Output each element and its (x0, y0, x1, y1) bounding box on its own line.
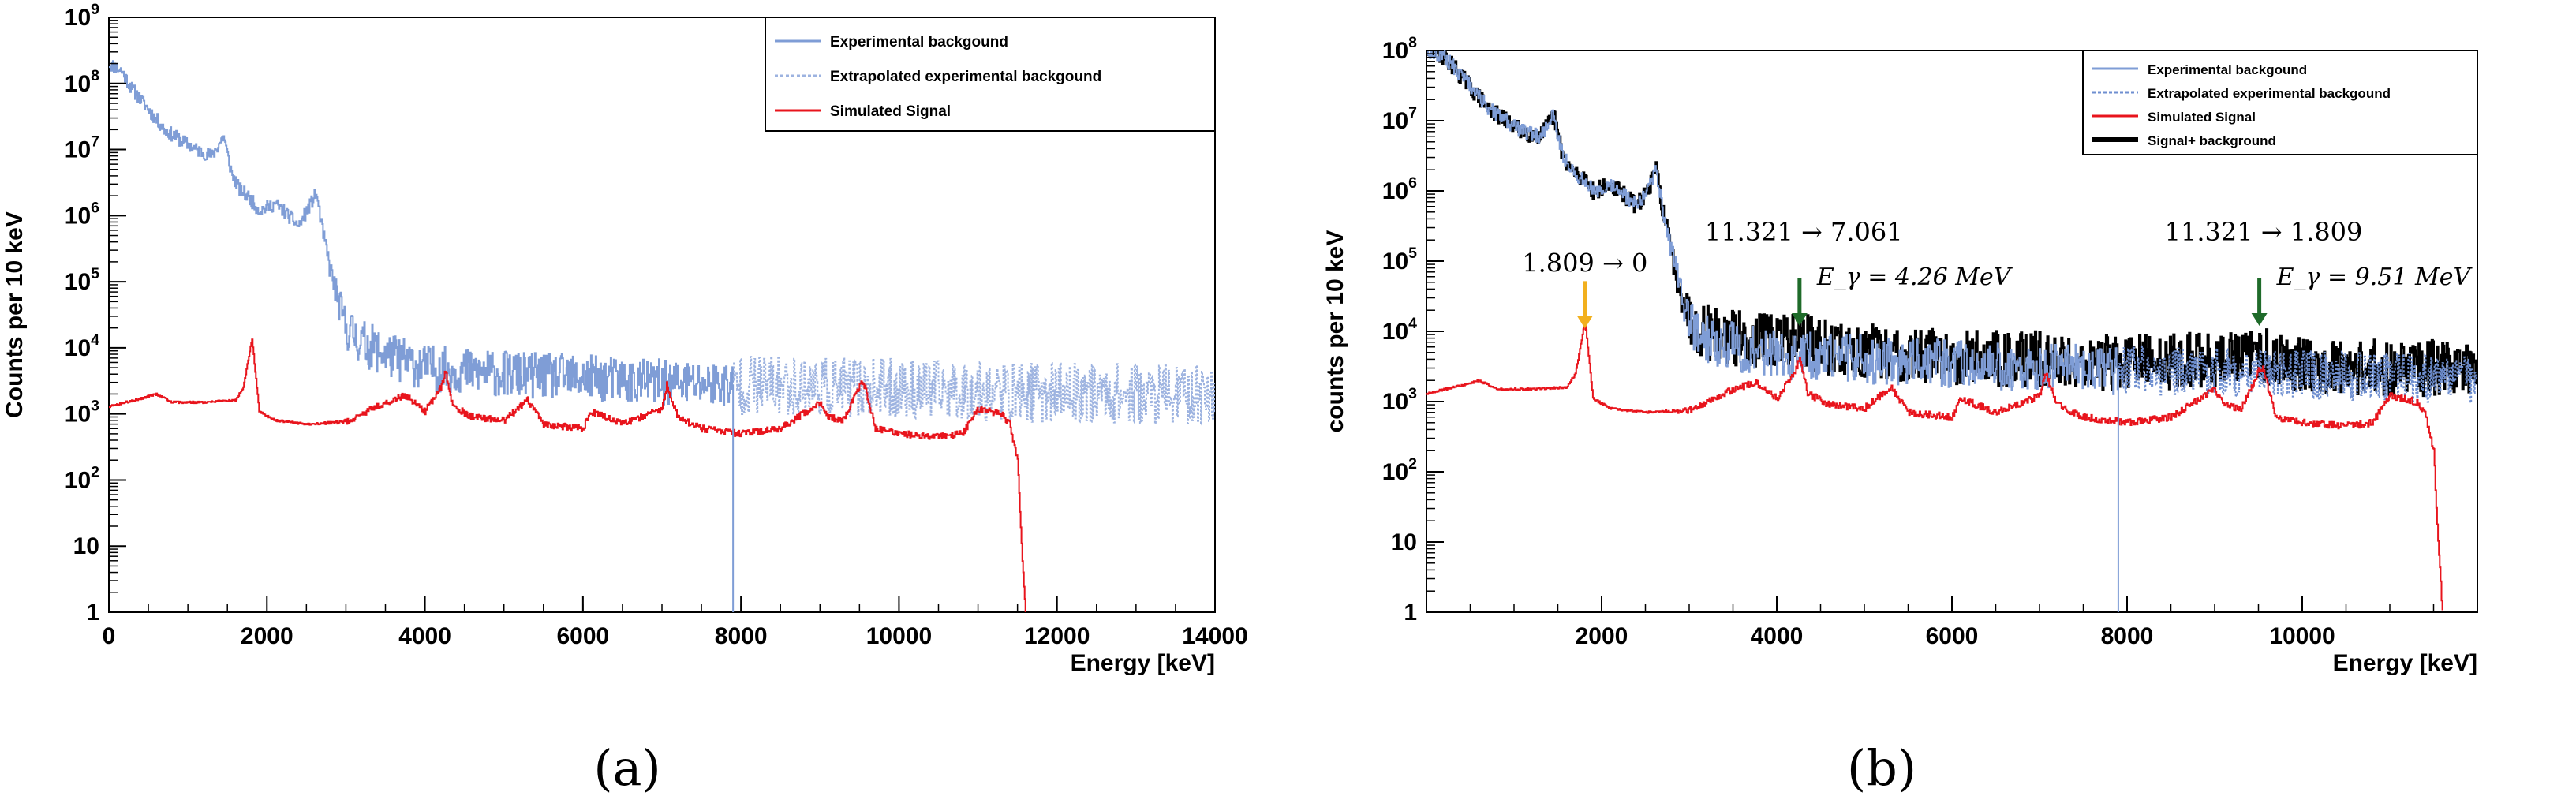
legend-entry: Experimental backgound (2148, 62, 2307, 77)
annotation-transition: 11.321 → 1.809 (2165, 217, 2363, 247)
y-tick-label: 1 (86, 600, 99, 626)
x-tick-label: 4000 (398, 623, 451, 649)
legend-entry: Simulated Signal (830, 103, 951, 120)
legend-box (765, 17, 1216, 132)
y-tick-label: 105 (65, 265, 99, 295)
legend-entry: Simulated Signal (2148, 110, 2256, 125)
legend: Experimental backgound Extrapolated exper… (765, 17, 1216, 132)
x-tick-label: 10000 (866, 623, 932, 649)
y-tick-label: 105 (1382, 245, 1417, 275)
series-line (733, 355, 1215, 426)
x-tick-label: 6000 (1926, 623, 1979, 649)
series-group (1426, 50, 2477, 612)
annotations: 1.809 → 0 11.321 → 7.061 E_γ = 4.26 MeV 11.… (1522, 217, 2473, 329)
y-tick-label: 10 (1391, 529, 1417, 555)
y-tick-label: 10 (73, 533, 99, 559)
legend-entry: Signal+ background (2148, 133, 2276, 148)
y-tick-label: 104 (1382, 315, 1417, 345)
y-tick-label: 1 (1404, 600, 1417, 626)
series-line (1426, 320, 2443, 611)
annotation-arrow-head (2251, 312, 2268, 326)
annotation-arrow-head (1791, 312, 1808, 326)
x-tick-label: 0 (103, 623, 116, 649)
legend-entry: Extrapolated experimental backgound (2148, 86, 2391, 101)
y-tick-label: 108 (65, 67, 99, 97)
y-axis-label: Counts per 10 keV (2, 211, 28, 418)
y-tick-label: 102 (65, 463, 99, 493)
legend-box (2082, 50, 2478, 155)
y-tick-label: 103 (1382, 385, 1417, 415)
panel-label-b: (b) (1847, 739, 1916, 797)
x-tick-label: 8000 (715, 623, 768, 649)
x-tick-label: 14000 (1182, 623, 1247, 649)
annotation-energy: E_γ = 4.26 MeV (1816, 263, 2013, 291)
panel-label-a: (a) (593, 739, 660, 797)
x-tick-label: 6000 (556, 623, 609, 649)
x-tick-label: 10000 (2269, 623, 2335, 649)
y-tick-label: 104 (65, 331, 99, 361)
legend-entry: Extrapolated experimental backgound (830, 69, 1101, 85)
y-tick-label: 102 (1382, 455, 1417, 485)
series-line (2118, 345, 2477, 404)
x-tick-label: 2000 (1576, 623, 1628, 649)
y-axis: 1 10 102 103 104 105 106 107 108 counts per 10 ke… (1322, 34, 1444, 626)
x-tick-label: 8000 (2101, 623, 2154, 649)
legend: Experimental backgound Extrapolated exper… (2082, 50, 2478, 155)
y-tick-label: 109 (65, 1, 99, 31)
y-tick-label: 106 (65, 199, 99, 229)
series-line (1427, 50, 2119, 395)
y-tick-label: 107 (1382, 104, 1417, 134)
x-axis-label: Energy [keV] (2333, 650, 2477, 676)
annotation-transition: 11.321 → 7.061 (1705, 217, 1903, 247)
series-line (109, 338, 1026, 612)
legend-entry: Experimental backgound (830, 34, 1008, 50)
x-axis-label: Energy [keV] (1071, 650, 1215, 676)
series-line (109, 60, 735, 406)
y-tick-label: 107 (65, 133, 99, 163)
x-tick-label: 12000 (1024, 623, 1090, 649)
series-group (109, 60, 1215, 612)
annotation-energy: E_γ = 9.51 MeV (2276, 263, 2473, 291)
y-tick-label: 106 (1382, 174, 1417, 204)
y-tick-label: 103 (65, 398, 99, 428)
y-axis-label: counts per 10 keV (1322, 230, 1348, 433)
x-tick-label: 4000 (1751, 623, 1804, 649)
annotation-arrow-head (1576, 316, 1593, 329)
y-axis: 1 10 102 103 104 105 106 107 108 109 Counts per 10… (2, 1, 126, 626)
x-tick-label: 2000 (241, 623, 293, 649)
annotation-label: 1.809 → 0 (1522, 248, 1647, 278)
y-tick-label: 108 (1382, 34, 1417, 64)
